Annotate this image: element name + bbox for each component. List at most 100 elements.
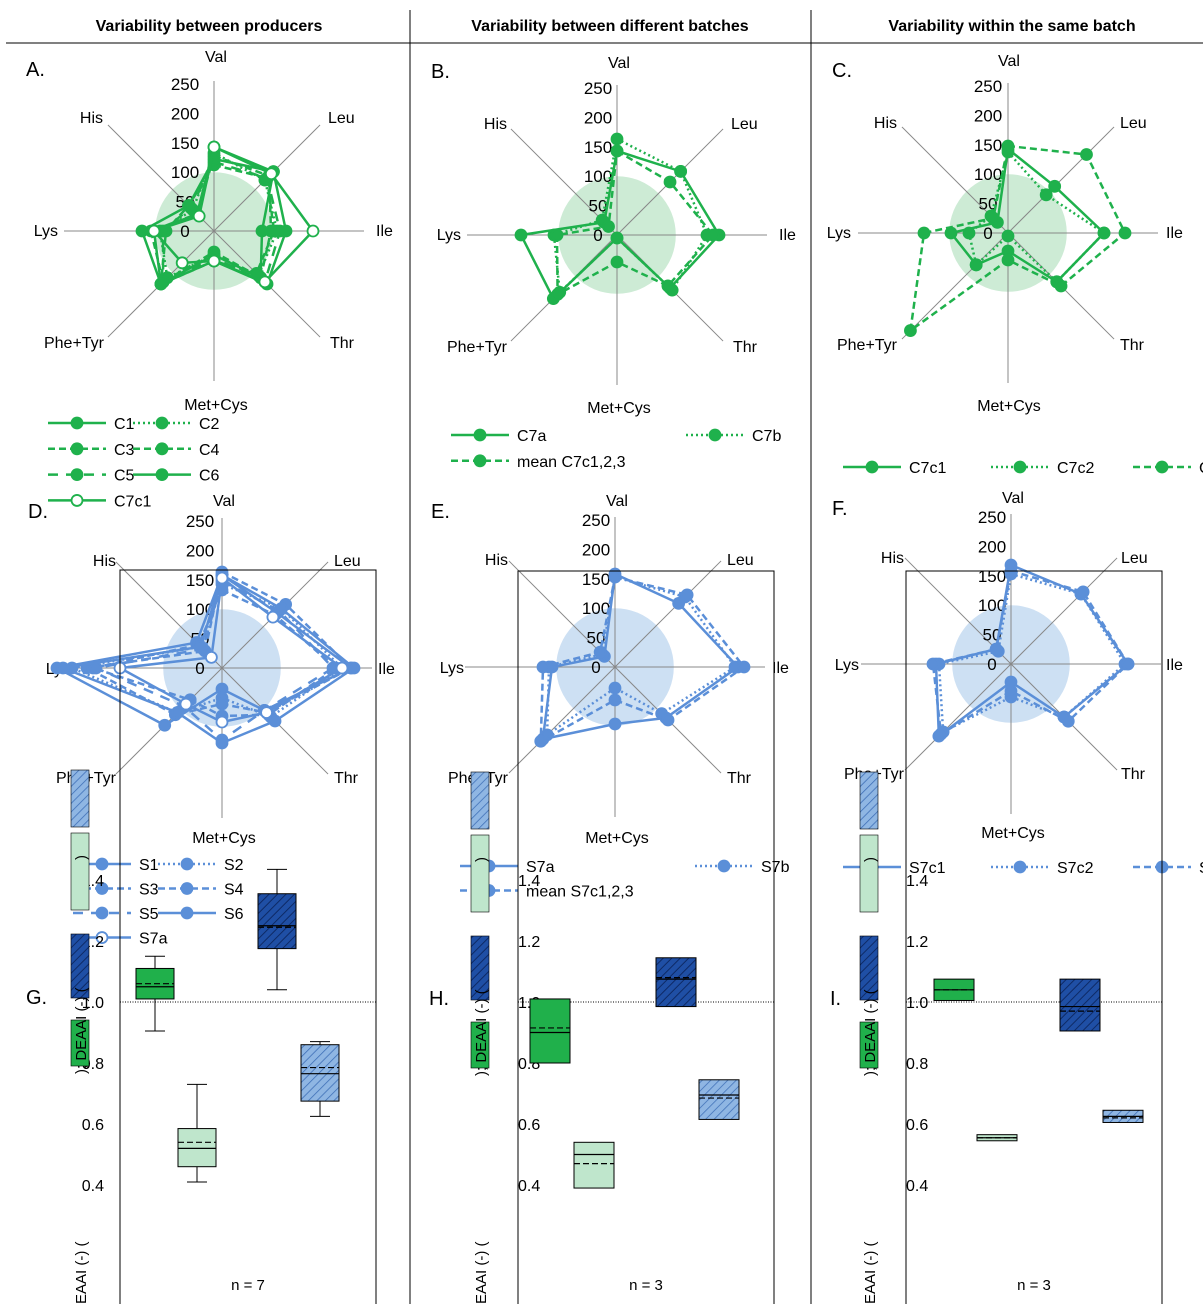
data-point [215,571,229,585]
data-point [904,324,917,337]
legend-label: C7c1 [909,460,946,477]
column-header-1: Variability between producers [96,18,323,35]
legend-label: C1 [114,416,135,433]
data-point [207,140,221,154]
data-point [194,640,208,654]
data-point [1054,279,1068,293]
y-label-swatch [859,834,879,913]
panel-label: E. [431,501,450,523]
radial-tick-label: 50 [979,195,998,214]
legend-marker [95,882,109,895]
y-tick-label: 0.6 [82,1117,104,1134]
data-point [158,718,172,732]
data-point [266,610,280,624]
y-axis-label-text: EAAI (-) ( [73,1241,90,1304]
legend-marker [1155,460,1169,474]
data-point [608,681,622,695]
axis-label: Met+Cys [981,825,1045,842]
box [1059,978,1101,1032]
axis-label: Lys [440,660,464,677]
box [573,1141,615,1189]
y-axis-label-end: ) [862,857,879,862]
y-axis-label-mid: ); DEAAI (-) ( [862,989,879,1076]
legend-label: C7c3 [1199,460,1203,477]
legend-label: S7a [526,859,555,876]
panel-label: D. [28,501,48,523]
legend-label: C2 [199,416,220,433]
y-tick-label: 0.6 [906,1117,928,1134]
legend: S7c1 S7c2 S7c3 [843,860,1203,877]
radial-tick-label: 200 [582,540,610,559]
column-header-3: Variability within the same batch [888,18,1135,35]
data-point [1118,226,1132,240]
data-point [962,226,976,240]
data-point [551,287,565,301]
y-axis-label: EAAI (-) (); DEAAI (-) () [859,771,879,1304]
legend-label: mean S7c1,2,3 [526,884,634,901]
axis-label: Met+Cys [977,398,1041,415]
plot-frame [119,569,377,1304]
data-point [610,255,624,269]
axis-label: Phe+Tyr [44,335,105,352]
legend-marker [180,857,194,871]
y-tick-label: 1.0 [82,995,104,1012]
radial-tick-label: 150 [584,138,612,157]
y-label-swatch [70,769,90,828]
data-point [674,164,688,178]
axis-label: Thr [733,339,758,356]
axis-label: Ile [772,660,789,677]
axis-label: Lys [34,223,58,240]
legend-label: C4 [199,442,220,459]
data-point [182,199,195,212]
axis-label: His [485,552,508,569]
data-point [602,220,615,233]
legend-marker [155,442,169,456]
radial-tick-label: 0 [180,222,189,241]
legend-label: S7a [139,931,168,948]
panel-label: G. [26,987,47,1009]
data-point [204,650,218,664]
axis-label: Phe+Tyr [837,337,898,354]
radar-chart-b: B. Val Leu Ile Thr Met+Cys Phe+Tyr Lys His 250 200… [431,55,796,471]
n-label: n = 3 [629,1277,663,1294]
data-point [706,228,720,242]
data-point [135,224,149,238]
radar-chart-c: C. Val Leu Ile Thr Met+Cys Phe+Tyr Lys His 250 200… [827,53,1203,477]
data-point [610,231,624,245]
legend-marker [70,416,84,430]
plots-layer: A. Val Leu Ile Thr Met+Cys Phe+Tyr Lys His 250 200… [26,49,1203,1304]
legend-marker [1013,860,1027,874]
radial-tick-label: 100 [978,596,1006,615]
radar-axis-line [614,560,722,668]
legend-label: C7a [517,428,546,445]
data-point [192,209,206,223]
n-label: n = 7 [231,1277,265,1294]
box [300,1044,340,1102]
axis-label: Thr [1120,337,1145,354]
axis-label: Ile [376,223,393,240]
legend-label: S7c3 [1199,860,1203,877]
box [177,1128,217,1168]
data-point [1080,148,1093,161]
axis-label: Met+Cys [587,400,651,417]
panel-label: B. [431,61,450,83]
legend-label: S3 [139,882,159,899]
legend-label: C5 [114,468,135,485]
legend-marker [473,428,487,442]
data-point [934,727,948,741]
y-tick-label: 1.4 [906,873,928,890]
column-header-2: Variability between different batches [471,18,749,35]
data-point [1001,139,1015,153]
box [529,998,571,1064]
radial-tick-label: 50 [589,197,608,216]
y-label-swatch [859,935,879,1001]
legend-marker [70,494,84,507]
radial-tick-label: 250 [171,75,199,94]
y-axis-label: EAAI (-) (); DEAAI (-) () [470,771,490,1304]
y-axis-label: EAAI (-) (); DEAAI (-) () [70,769,90,1304]
axis-label: Val [213,493,235,510]
data-point [215,715,229,729]
legend-marker [865,460,879,474]
y-label-swatch [470,935,490,1001]
